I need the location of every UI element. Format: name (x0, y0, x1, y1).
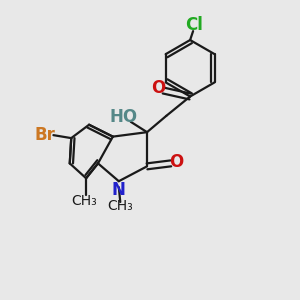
Text: O: O (169, 153, 184, 171)
Text: O: O (151, 79, 165, 97)
Text: CH₃: CH₃ (107, 200, 133, 214)
Text: N: N (112, 181, 126, 199)
Text: Br: Br (34, 126, 55, 144)
Text: HO: HO (109, 108, 137, 126)
Text: CH₃: CH₃ (72, 194, 98, 208)
Text: Cl: Cl (185, 16, 203, 34)
